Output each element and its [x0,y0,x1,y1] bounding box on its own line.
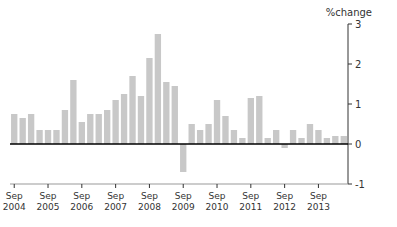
bar [96,114,102,144]
bar [222,116,228,144]
x-tick [48,184,49,188]
bar [332,136,338,144]
bar [315,130,321,144]
bar [273,130,279,144]
bar [341,136,347,144]
x-tick [250,184,251,188]
bars [11,34,347,172]
y-tick [348,104,352,105]
bar [45,130,51,144]
x-tick [149,184,150,188]
x-tick [318,184,319,188]
bar [189,124,195,144]
bar [138,96,144,144]
bar [172,86,178,144]
bar [256,96,262,144]
bar [231,130,237,144]
bar [163,82,169,144]
x-tick [284,184,285,188]
x-tick-label: Sep2011 [239,191,262,212]
x-tick-label: Sep2006 [70,191,93,212]
y-axis-line [348,24,349,184]
x-tick-label: Sep2008 [138,191,161,212]
chart: -1 0 1 2 3 Sep2004 Sep2005 Sep2006 Sep2007 Sep200… [0,0,397,227]
x-tick [217,184,218,188]
bar [248,98,254,144]
x-tick-label: Sep2005 [37,191,60,212]
bar [265,138,271,144]
bar [121,94,127,144]
y-tick-label: 1 [355,99,361,110]
bar [197,130,203,144]
bar [28,114,34,144]
bar [20,118,26,144]
x-tick [14,184,15,188]
x-tick [81,184,82,188]
bar [87,114,93,144]
x-tick-label: Sep2010 [206,191,229,212]
x-tick [115,184,116,188]
y-tick [348,144,352,145]
bar [298,138,304,144]
bar [146,58,152,144]
x-axis-line [10,184,348,185]
y-tick [348,64,352,65]
x-tick-label: Sep2013 [307,191,330,212]
chart-container: -1 0 1 2 3 Sep2004 Sep2005 Sep2006 Sep2007 Sep200… [0,0,397,227]
bar [104,110,110,144]
x-tick-label: Sep2004 [3,191,26,212]
y-axis-label: %change [326,7,372,18]
bar [307,124,313,144]
bar [214,100,220,144]
y-tick-label: -1 [355,179,365,190]
x-tick-label: Sep2007 [104,191,127,212]
bar [36,130,42,144]
y-tick-label: 2 [355,59,361,70]
bar [79,122,85,144]
bar [180,144,186,172]
bar [11,114,17,144]
zero-line [10,143,348,145]
bar [129,76,135,144]
bar [53,130,59,144]
y-tick-label: 3 [355,19,361,30]
bar [239,138,245,144]
y-tick [348,184,352,185]
bar [70,80,76,144]
bar [112,100,118,144]
bar [290,130,296,144]
bar [324,138,330,144]
bar [205,124,211,144]
bar [155,34,161,144]
x-tick [183,184,184,188]
x-tick-label: Sep2012 [273,191,296,212]
y-tick-label: 0 [355,139,361,150]
y-tick [348,24,352,25]
x-tick-label: Sep2009 [172,191,195,212]
bar [62,110,68,144]
